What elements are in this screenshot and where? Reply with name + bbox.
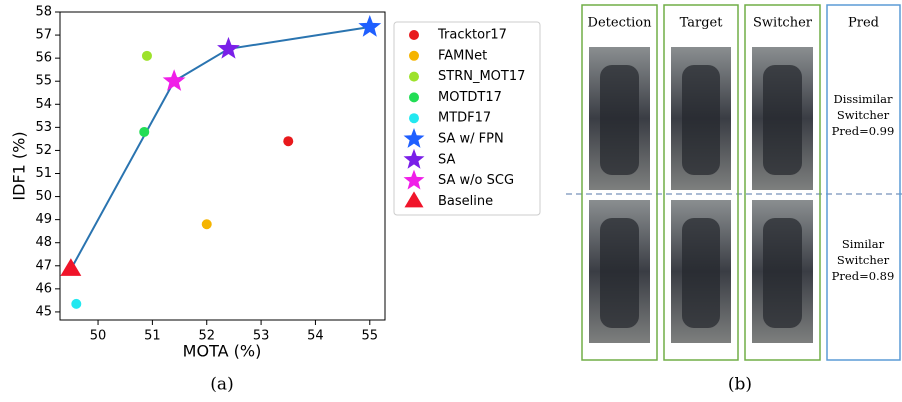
column-header: Target [680,16,724,31]
prediction-text: Pred=0.89 [832,269,895,283]
y-tick-label: 45 [35,304,52,319]
point [217,37,240,59]
x-tick-label: 55 [362,329,379,344]
prediction-text: Pred=0.99 [832,124,895,138]
point [60,258,81,276]
legend-marker [409,30,419,40]
y-tick-label: 56 [35,51,52,66]
y-tick-label: 53 [35,120,52,135]
legend-label: Tracktor17 [437,28,507,43]
y-tick-label: 48 [35,235,52,250]
point [139,127,149,137]
legend-label: SA [438,152,455,167]
x-tick-label: 52 [198,329,215,344]
point [202,219,212,229]
plot-frame [60,12,385,320]
legend-label: MOTDT17 [438,90,502,105]
y-tick-label: 51 [35,166,52,181]
prediction-text: Switcher [837,108,890,122]
point [163,69,186,91]
figure: MOTA (%) IDF1 (%) (a) (b) 50 51 52 53 54 55 45… [0,0,902,402]
y-axis-label: IDF1 (%) [10,131,29,200]
legend-marker [409,113,419,123]
person-silhouette [682,218,720,328]
column-header: Detection [588,16,653,31]
y-tick-label: 55 [35,74,52,89]
x-tick-label: 50 [90,329,107,344]
y-tick-label: 52 [35,143,52,158]
person-silhouette [600,65,639,175]
legend-label: SA w/o SCG [438,173,514,188]
person-silhouette [600,218,639,328]
column-header: Pred [848,16,879,31]
y-tick-label: 46 [35,281,52,296]
y-tick-label: 58 [35,5,52,20]
page: {"chart_data": {"type": "scatter", "xlab… [0,0,902,402]
legend-marker [409,92,419,102]
x-axis-label: MOTA (%) [183,342,262,361]
point [283,136,293,146]
column-header: Switcher [753,16,813,31]
y-tick-label: 57 [35,28,52,43]
point [71,299,81,309]
legend-label: STRN_MOT17 [438,69,525,84]
legend-label: FAMNet [438,48,487,63]
x-tick-label: 54 [307,329,324,344]
person-silhouette [682,65,720,175]
caption: (b) [728,375,752,395]
prediction-text: Similar [842,237,885,251]
legend-marker [409,72,419,82]
legend-label: Baseline [438,194,493,209]
point [358,15,381,37]
person-silhouette [763,65,802,175]
person-silhouette [763,218,802,328]
caption: (a) [210,375,233,395]
prediction-text: Dissimilar [834,92,893,106]
legend-label: MTDF17 [438,111,491,126]
legend-marker [409,51,419,61]
prediction-text: Switcher [837,253,890,267]
y-tick-label: 49 [35,212,52,227]
legend-label: SA w/ FPN [438,132,504,147]
y-tick-label: 47 [35,258,52,273]
panel-column [827,5,900,360]
x-tick-label: 51 [144,329,161,344]
point [142,51,152,61]
y-tick-label: 54 [35,97,52,112]
x-tick-label: 53 [253,329,270,344]
line [71,27,370,269]
y-tick-label: 50 [35,189,52,204]
